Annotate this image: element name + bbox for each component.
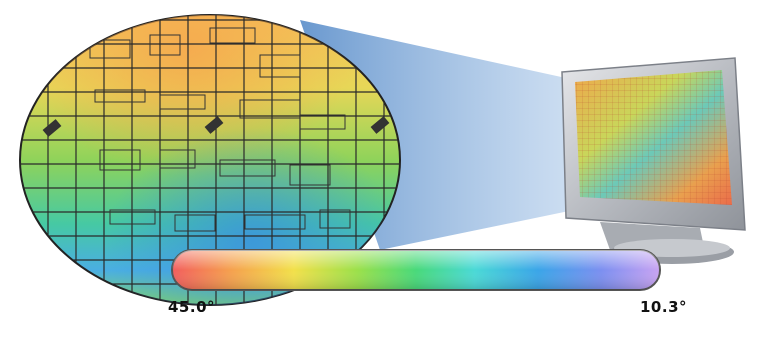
temperature-scale-bar: [171, 249, 661, 291]
scale-min-label: 45.0°: [168, 298, 216, 316]
scale-max-label: 10.3°: [640, 298, 688, 316]
monitor-icon: [561, 57, 746, 264]
